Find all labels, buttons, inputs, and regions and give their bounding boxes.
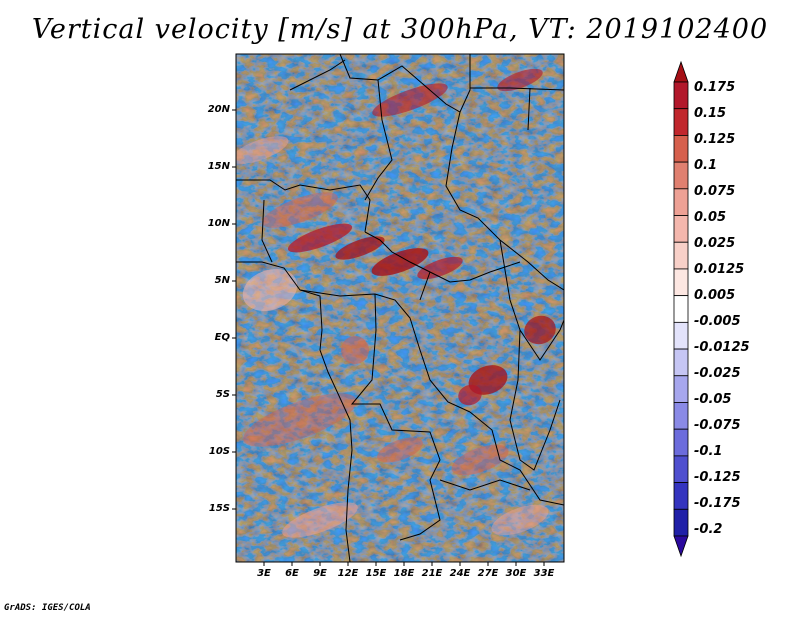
- y-axis-label: 10S: [208, 446, 230, 457]
- colorbar-swatch: [673, 402, 689, 430]
- colorbar-swatch: [673, 295, 689, 323]
- colorbar-swatch: [673, 268, 689, 297]
- x-axis-label: 9E: [313, 568, 327, 579]
- colorbar-swatch: [673, 241, 689, 270]
- colorbar-label: -0.025: [694, 366, 741, 381]
- colorbar-label: 0.05: [694, 210, 727, 225]
- y-axis-label: EQ: [214, 332, 230, 343]
- velocity-patch: [287, 223, 353, 253]
- velocity-field: [236, 54, 564, 562]
- colorbar-swatch: [673, 108, 689, 136]
- colorbar-swatch: [673, 135, 689, 163]
- x-axis-label: 6E: [285, 568, 299, 579]
- colorbar-label: 0.175: [694, 80, 736, 95]
- colorbar-swatch: [673, 455, 689, 483]
- y-axis-label: 5N: [214, 275, 230, 286]
- velocity-patch: [458, 384, 482, 406]
- velocity-patch: [491, 504, 549, 536]
- velocity-patch: [262, 192, 338, 228]
- velocity-patch: [372, 83, 448, 117]
- x-axis-label: 33E: [533, 568, 555, 579]
- velocity-patch: [236, 136, 289, 164]
- y-axis-label: 15N: [207, 161, 230, 172]
- x-axis-label: 15E: [365, 568, 387, 579]
- velocity-patch: [497, 68, 543, 92]
- colorbar-swatch: [673, 215, 689, 243]
- velocity-patch: [417, 256, 463, 280]
- colorbar-swatch: [673, 535, 689, 558]
- velocity-patch: [243, 393, 357, 447]
- colorbar-swatch: [673, 161, 689, 190]
- x-axis-label: 12E: [337, 568, 359, 579]
- colorbar-label: 0.1: [694, 158, 718, 173]
- x-axis-label: 27E: [477, 568, 499, 579]
- colorbar-label: -0.005: [694, 314, 741, 329]
- colorbar-label: -0.125: [694, 470, 741, 485]
- velocity-patch: [242, 268, 298, 312]
- colorbar-swatch: [673, 482, 689, 510]
- colorbar-label: -0.175: [694, 496, 741, 511]
- velocity-patch: [341, 336, 369, 364]
- colorbar-swatch: [673, 188, 689, 216]
- colorbar-label: -0.0125: [694, 340, 750, 355]
- colorbar-swatch: [673, 348, 689, 377]
- colorbar-swatch: [673, 81, 689, 110]
- x-axis-label: 30E: [505, 568, 527, 579]
- y-axis-label: 20N: [207, 104, 230, 115]
- colorbar-label: 0.075: [694, 184, 736, 199]
- colorbar-swatch: [673, 508, 689, 537]
- colorbar-label: 0.125: [694, 132, 736, 147]
- velocity-patch: [524, 315, 556, 345]
- colorbar-label: 0.025: [694, 236, 736, 251]
- y-axis-label: 10N: [207, 218, 230, 229]
- colorbar-label: -0.05: [694, 392, 732, 407]
- colorbar-label: 0.0125: [694, 262, 745, 277]
- colorbar-swatch: [673, 60, 689, 83]
- velocity-patch: [451, 444, 509, 476]
- colorbar-label: -0.075: [694, 418, 741, 433]
- y-axis-label: 5S: [215, 389, 230, 400]
- colorbar-label: -0.2: [694, 522, 723, 537]
- velocity-patch: [335, 236, 385, 260]
- plot-frame: [235, 53, 565, 563]
- x-axis-label: 21E: [421, 568, 443, 579]
- velocity-patch: [377, 437, 423, 463]
- colorbar-label: -0.1: [694, 444, 723, 459]
- axis-ticks: [232, 109, 545, 566]
- country-borders: [236, 54, 564, 562]
- credit-text: GrADS: IGES/COLA: [4, 603, 91, 613]
- x-axis-label: 18E: [393, 568, 415, 579]
- colorbar-label: 0.15: [694, 106, 727, 121]
- velocity-patch: [371, 248, 429, 276]
- colorbar-label: 0.005: [694, 288, 736, 303]
- colorbar: [673, 60, 689, 558]
- velocity-patch: [282, 502, 358, 538]
- colorbar-swatch: [673, 375, 689, 403]
- x-axis-label: 24E: [449, 568, 471, 579]
- colorbar-swatch: [673, 321, 689, 350]
- y-axis-label: 15S: [208, 503, 230, 514]
- x-axis-label: 3E: [257, 568, 271, 579]
- colorbar-swatch: [673, 428, 689, 457]
- map-title: Vertical velocity [m/s] at 300hPa, VT: 2…: [31, 14, 769, 45]
